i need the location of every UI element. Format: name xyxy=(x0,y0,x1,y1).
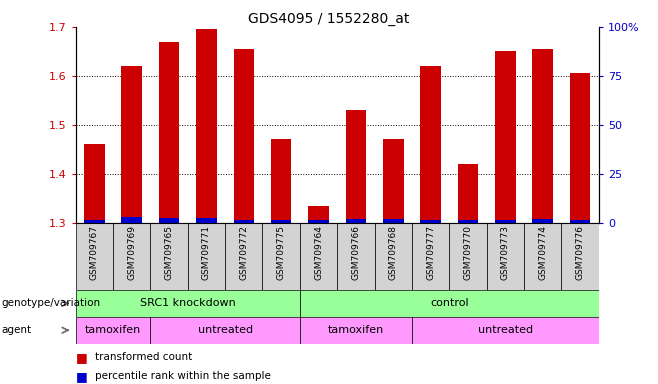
Bar xyxy=(263,223,300,290)
Text: tamoxifen: tamoxifen xyxy=(328,325,384,335)
Text: untreated: untreated xyxy=(197,325,253,335)
Text: GSM709775: GSM709775 xyxy=(276,225,286,280)
Bar xyxy=(345,219,367,223)
Text: GSM709767: GSM709767 xyxy=(90,225,99,280)
Text: GSM709773: GSM709773 xyxy=(501,225,510,280)
Bar xyxy=(84,220,105,223)
Text: tamoxifen: tamoxifen xyxy=(85,325,141,335)
Bar xyxy=(532,49,553,223)
Bar xyxy=(383,139,403,223)
Text: transformed count: transformed count xyxy=(95,352,193,362)
Text: GSM709771: GSM709771 xyxy=(202,225,211,280)
Bar xyxy=(495,220,516,223)
Bar xyxy=(225,223,263,290)
Bar xyxy=(271,220,291,223)
Bar xyxy=(449,223,487,290)
Bar xyxy=(300,317,412,344)
Bar xyxy=(412,317,599,344)
Text: untreated: untreated xyxy=(478,325,533,335)
Bar xyxy=(458,164,478,223)
Bar xyxy=(570,220,590,223)
Text: GSM709764: GSM709764 xyxy=(314,225,323,280)
Bar xyxy=(524,223,561,290)
Bar xyxy=(122,217,142,223)
Bar xyxy=(308,205,329,223)
Text: ■: ■ xyxy=(76,370,88,383)
Bar xyxy=(308,220,329,223)
Bar xyxy=(345,110,367,223)
Text: agent: agent xyxy=(1,325,32,335)
Text: GSM709776: GSM709776 xyxy=(576,225,584,280)
Bar xyxy=(532,219,553,223)
Bar xyxy=(76,223,113,290)
Text: GSM709774: GSM709774 xyxy=(538,225,547,280)
Text: GSM709769: GSM709769 xyxy=(127,225,136,280)
Text: percentile rank within the sample: percentile rank within the sample xyxy=(95,371,271,381)
Text: GSM709770: GSM709770 xyxy=(463,225,472,280)
Text: GSM709765: GSM709765 xyxy=(164,225,174,280)
Text: GSM709777: GSM709777 xyxy=(426,225,435,280)
Text: SRC1 knockdown: SRC1 knockdown xyxy=(140,298,236,308)
Text: GSM709766: GSM709766 xyxy=(351,225,361,280)
Text: genotype/variation: genotype/variation xyxy=(1,298,101,308)
Bar xyxy=(570,73,590,223)
Bar xyxy=(234,220,254,223)
Bar xyxy=(338,223,374,290)
Bar xyxy=(122,66,142,223)
Bar xyxy=(300,223,338,290)
Text: GSM709772: GSM709772 xyxy=(240,225,248,280)
Bar xyxy=(420,66,441,223)
Bar xyxy=(113,223,151,290)
Bar xyxy=(151,317,300,344)
Bar xyxy=(196,218,216,223)
Bar xyxy=(196,29,216,223)
Bar xyxy=(84,144,105,223)
Bar xyxy=(458,220,478,223)
Bar xyxy=(487,223,524,290)
Bar xyxy=(374,223,412,290)
Bar xyxy=(412,223,449,290)
Text: GSM709768: GSM709768 xyxy=(389,225,398,280)
Bar xyxy=(159,218,180,223)
Bar xyxy=(159,41,180,223)
Bar xyxy=(420,220,441,223)
Bar xyxy=(271,139,291,223)
Bar xyxy=(300,290,599,317)
Bar xyxy=(151,223,188,290)
Bar xyxy=(234,49,254,223)
Bar xyxy=(495,51,516,223)
Bar xyxy=(383,219,403,223)
Bar xyxy=(561,223,599,290)
Bar xyxy=(76,317,151,344)
Bar xyxy=(76,290,300,317)
Text: ■: ■ xyxy=(76,351,88,364)
Text: control: control xyxy=(430,298,468,308)
Text: GDS4095 / 1552280_at: GDS4095 / 1552280_at xyxy=(248,12,410,25)
Bar xyxy=(188,223,225,290)
